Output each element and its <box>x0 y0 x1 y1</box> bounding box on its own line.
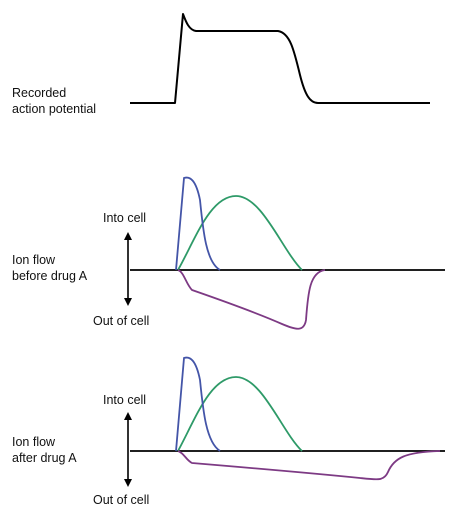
after-into-cell-label: Into cell <box>103 393 147 407</box>
before-into-cell-label: Into cell <box>103 211 147 225</box>
before-out-of-cell-label: Out of cell <box>93 314 150 328</box>
after-ion-flow-label: Ion flow after drug A <box>12 434 77 466</box>
after-outward-current <box>177 450 441 481</box>
recorded-label-line1: Recorded <box>12 86 67 100</box>
after-ion-flow-line2: after drug A <box>12 451 77 465</box>
before-fast-inward-current <box>175 176 221 271</box>
after-fast-inward-current <box>175 356 221 452</box>
before-ion-flow-label: Ion flow before drug A <box>12 252 87 284</box>
after-out-of-cell-label: Out of cell <box>93 493 150 507</box>
after-slow-inward-current <box>177 376 303 452</box>
recorded-label: Recorded action potential <box>12 85 96 117</box>
action-potential-trace <box>130 13 430 104</box>
before-outward-current <box>177 269 326 330</box>
before-ion-flow-line2: before drug A <box>12 269 88 283</box>
before-panel <box>124 176 445 330</box>
before-slow-inward-current <box>177 195 303 271</box>
after-panel <box>124 356 445 487</box>
before-ion-flow-line1: Ion flow <box>12 253 56 267</box>
recorded-label-line2: action potential <box>12 102 97 116</box>
after-ion-flow-line1: Ion flow <box>12 435 56 449</box>
